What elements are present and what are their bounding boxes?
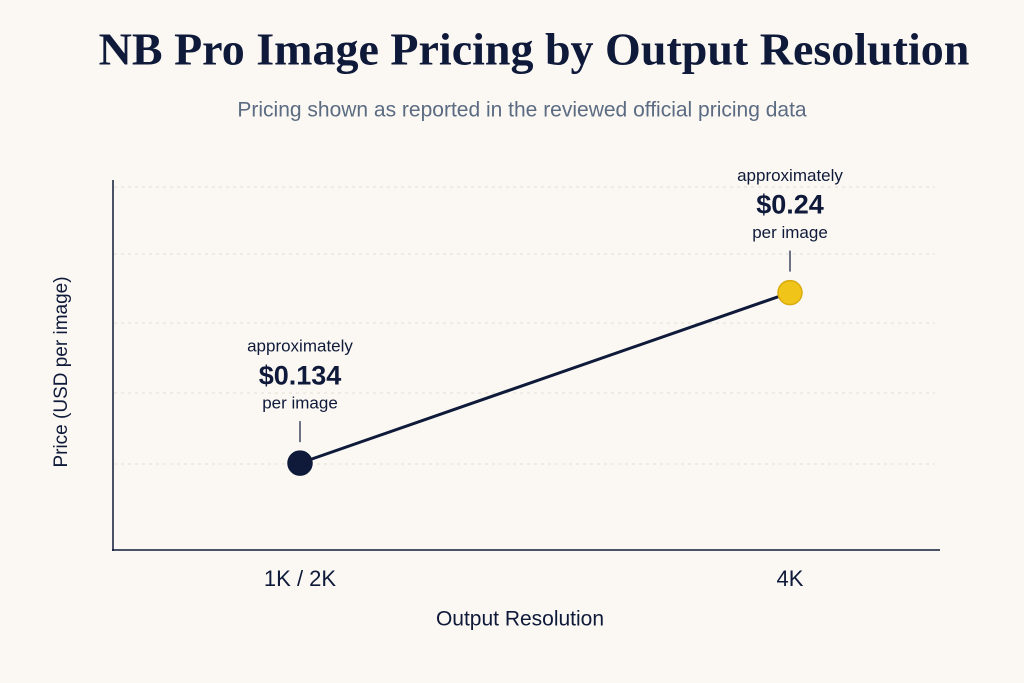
value-label: $0.134 bbox=[259, 360, 342, 390]
line bbox=[299, 291, 791, 465]
chart-subtitle: Pricing shown as reported in the reviewe… bbox=[237, 99, 807, 122]
chart-title: NB Pro Image Pricing by Output Resolutio… bbox=[99, 24, 970, 75]
annotation: per image bbox=[262, 394, 338, 413]
x-tick-label: 4K bbox=[777, 566, 804, 591]
value-label: $0.24 bbox=[756, 190, 824, 220]
x-axis-label: Output Resolution bbox=[436, 608, 604, 631]
point bbox=[777, 279, 803, 306]
annotation: per image bbox=[752, 223, 828, 242]
annotation: approximately bbox=[247, 337, 353, 356]
x-tick-label: 1K / 2K bbox=[264, 566, 336, 591]
point bbox=[287, 450, 313, 476]
y-axis-label: Price (USD per image) bbox=[51, 276, 72, 467]
annotation: approximately bbox=[737, 166, 843, 185]
